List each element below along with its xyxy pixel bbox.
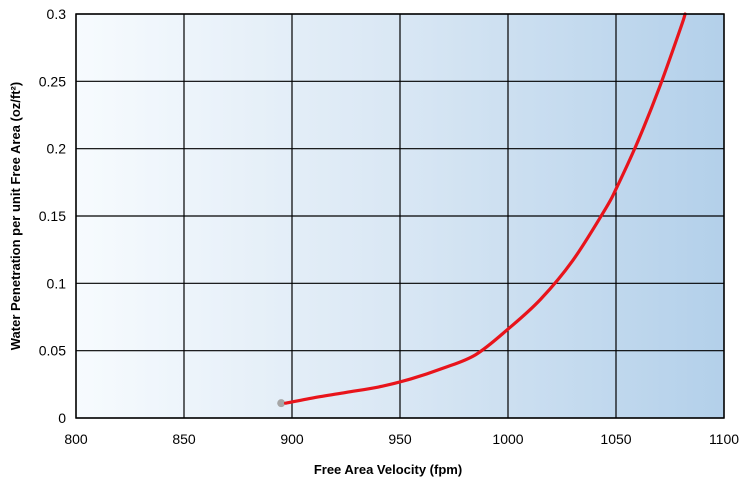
y-tick-label: 0.3 <box>47 6 67 22</box>
series-line <box>283 12 687 405</box>
x-tick-label: 950 <box>388 431 412 447</box>
plot-border <box>75 13 725 419</box>
x-tick-label: 1050 <box>600 431 631 447</box>
y-tick-label: 0.25 <box>39 73 66 89</box>
start-point-marker <box>277 399 286 408</box>
series-layer <box>277 12 687 408</box>
tick-labels: 800 850 900 950 1000 1050 1100 0 0.05 0.1 0.15 0.2 0… <box>39 6 740 447</box>
x-tick-label: 850 <box>172 431 196 447</box>
x-tick-label: 800 <box>64 431 88 447</box>
x-tick-label: 900 <box>280 431 304 447</box>
y-tick-label: 0.1 <box>47 275 67 291</box>
y-tick-label: 0 <box>58 410 66 426</box>
y-tick-label: 0.05 <box>39 343 66 359</box>
x-tick-label: 1000 <box>492 431 523 447</box>
y-tick-label: 0.15 <box>39 208 66 224</box>
y-tick-label: 0.2 <box>47 141 67 157</box>
x-axis-title: Free Area Velocity (fpm) <box>314 462 462 477</box>
y-axis-title: Water Penetration per unit Free Area (oz… <box>8 82 23 350</box>
x-tick-label: 1100 <box>709 431 739 447</box>
